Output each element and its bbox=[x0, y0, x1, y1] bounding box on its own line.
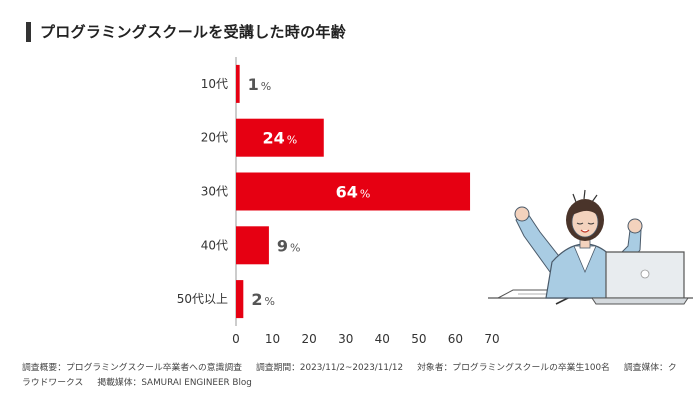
bar-value-suffix: % bbox=[264, 295, 274, 308]
x-tick-label: 20 bbox=[302, 332, 317, 346]
title-accent-bar bbox=[26, 22, 31, 42]
survey-period: 調査期間：2023/11/2~2023/11/12 bbox=[255, 363, 404, 373]
bar-value-label: 64% bbox=[336, 183, 371, 202]
bar-value-label: 24% bbox=[263, 129, 298, 148]
y-category-label: 20代 bbox=[201, 131, 228, 145]
bar bbox=[236, 280, 244, 319]
x-tick-label: 60 bbox=[448, 332, 463, 346]
published-in: 掲載媒体：SAMURAI ENGINEER Blog bbox=[97, 378, 252, 388]
bar bbox=[236, 118, 324, 157]
x-tick-label: 30 bbox=[338, 332, 353, 346]
x-tick-label: 50 bbox=[411, 332, 426, 346]
bar-value-number: 2 bbox=[251, 290, 262, 309]
bar bbox=[236, 172, 471, 211]
bar-value-label: 1% bbox=[248, 75, 272, 94]
survey-summary: 調査概要：プログラミングスクール卒業者への意識調査 bbox=[22, 363, 242, 373]
woman-stretching-illustration bbox=[488, 189, 693, 305]
survey-footnote: 調査概要：プログラミングスクール卒業者への意識調査 調査期間：2023/11/2~… bbox=[22, 361, 682, 391]
bar-value-label: 9% bbox=[277, 236, 301, 255]
bar-value-suffix: % bbox=[360, 188, 370, 201]
y-category-label: 50代以上 bbox=[177, 292, 228, 306]
bar-value-suffix: % bbox=[290, 241, 300, 254]
x-tick-label: 10 bbox=[265, 332, 280, 346]
bar-value-suffix: % bbox=[287, 134, 297, 147]
x-tick-label: 40 bbox=[375, 332, 390, 346]
survey-medium: 調査媒体：クラウドワークス bbox=[22, 363, 677, 388]
bar-value-suffix: % bbox=[261, 80, 271, 93]
y-category-label: 30代 bbox=[201, 185, 228, 199]
chart-title: プログラミングスクールを受講した時の年齢 bbox=[40, 23, 347, 41]
bar bbox=[236, 226, 269, 265]
bar-value-number: 1 bbox=[248, 75, 259, 94]
bar-value-number: 9 bbox=[277, 236, 288, 255]
x-tick-label: 70 bbox=[484, 332, 499, 346]
x-tick-label: 0 bbox=[232, 332, 240, 346]
bar-value-number: 64 bbox=[336, 183, 358, 202]
bar-value-label: 2% bbox=[251, 290, 275, 309]
y-category-label: 40代 bbox=[201, 238, 228, 252]
y-category-label: 10代 bbox=[201, 77, 228, 91]
survey-subjects: 対象者：プログラミングスクールの卒業生100名 bbox=[417, 363, 610, 373]
bar bbox=[236, 64, 240, 103]
bar-value-number: 24 bbox=[263, 129, 285, 148]
bar-chart: 0 10 20 30 40 50 60 70 10代 1 % 20代 24 % 30代 64 % 40代 9 % 50代… bbox=[177, 57, 500, 346]
